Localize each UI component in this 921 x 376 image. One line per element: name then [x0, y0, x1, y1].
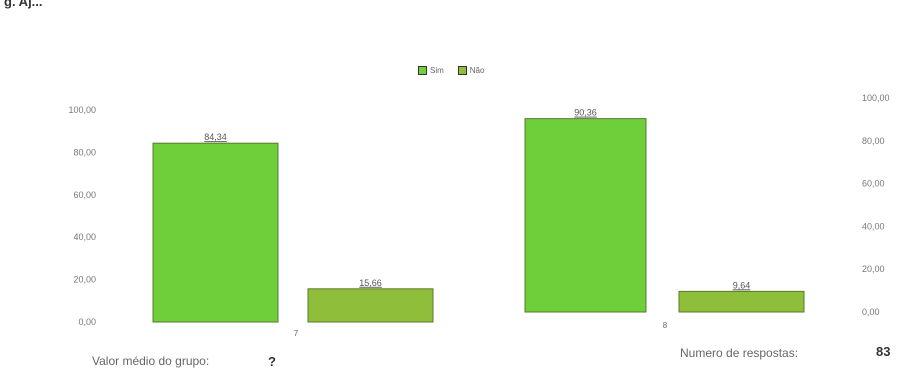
y-tick-label: 80,00 [73, 147, 96, 157]
y-tick-label: 100,00 [862, 93, 890, 103]
y-tick-label: 0,00 [862, 307, 880, 317]
bar-value-label: 84,34 [204, 132, 227, 142]
y-tick-label: 40,00 [862, 221, 885, 231]
bar-value-label: 9,64 [733, 280, 751, 290]
bar-no [678, 290, 805, 313]
y-tick-label: 20,00 [73, 275, 96, 285]
responses-count-label: Numero de respostas: [680, 346, 799, 360]
header-text: g. Aj... [4, 0, 43, 9]
legend-swatch-nao [457, 66, 467, 75]
group-average-label: Valor médio do grupo: [92, 354, 210, 368]
legend-item-sim: Sim [418, 66, 444, 75]
group-label: 7 [294, 329, 299, 338]
legend-swatch-sim [418, 66, 427, 75]
legend-item-nao: Não [457, 66, 485, 75]
bar-no [307, 288, 434, 323]
y-tick-label: 40,00 [73, 232, 96, 242]
y-tick-label: 80,00 [862, 136, 885, 146]
legend-label-sim: Sim [430, 66, 444, 75]
legend: Sim Não [418, 66, 484, 75]
responses-count-value: 83 [876, 344, 891, 359]
y-tick-label: 100,00 [68, 105, 96, 115]
y-tick-label: 20,00 [862, 264, 885, 274]
legend-label-nao: Não [469, 66, 485, 75]
bar-sim [524, 118, 647, 313]
y-tick-label: 60,00 [862, 179, 885, 189]
y-tick-label: 0,00 [78, 317, 96, 327]
y-tick-label: 60,00 [73, 190, 96, 200]
bar-value-label: 90,36 [574, 108, 597, 118]
bar-sim [152, 142, 279, 323]
group-average-value: ? [268, 354, 276, 369]
bar-value-label: 15,66 [359, 278, 382, 288]
group-label: 8 [663, 321, 668, 330]
